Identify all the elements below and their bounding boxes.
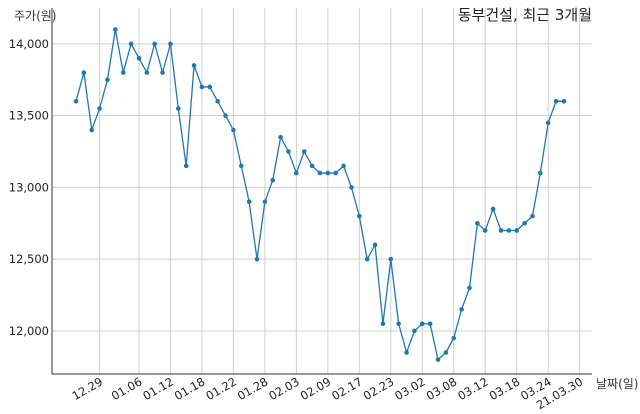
x-tick-label: 02.09 — [298, 374, 334, 403]
y-tick-label: 13,000 — [9, 180, 49, 194]
data-point — [278, 134, 283, 140]
x-tick-label: 03.12 — [455, 374, 491, 403]
x-tick-label: 03.02 — [392, 374, 428, 403]
data-point — [97, 106, 102, 111]
x-tick-label: 01.18 — [172, 374, 208, 403]
data-point — [357, 213, 362, 219]
data-point — [191, 63, 197, 68]
data-point — [561, 98, 567, 104]
data-point — [183, 163, 189, 169]
data-point — [309, 163, 315, 169]
x-tick-label: 01.22 — [203, 374, 239, 403]
data-point — [238, 163, 244, 169]
data-point — [388, 256, 394, 262]
data-point — [136, 55, 142, 61]
data-point — [270, 177, 276, 183]
data-point — [427, 321, 433, 327]
grid — [52, 8, 592, 374]
x-tick-label: 03.18 — [487, 374, 523, 403]
data-point — [443, 350, 449, 355]
data-point — [553, 98, 559, 104]
data-point — [294, 170, 299, 176]
x-axis-label: 날짜(일) — [596, 377, 638, 391]
data-point — [538, 170, 543, 176]
data-point — [506, 228, 512, 233]
data-point — [475, 220, 480, 226]
data-point — [199, 84, 205, 90]
data-point — [467, 285, 472, 291]
x-tick-label: 03.08 — [424, 374, 460, 403]
data-point — [168, 41, 173, 47]
data-point — [364, 256, 370, 262]
data-point — [482, 228, 488, 233]
data-point — [113, 27, 118, 32]
data-point — [451, 335, 457, 341]
data-point — [380, 321, 386, 327]
data-point — [262, 199, 268, 205]
data-point — [522, 220, 527, 226]
data-point — [349, 185, 354, 190]
axes — [51, 8, 592, 375]
x-tick-label: 01.06 — [109, 374, 145, 403]
x-tick-label: 02.03 — [266, 374, 302, 403]
data-point — [301, 149, 307, 154]
data-point — [396, 321, 401, 327]
x-tick-label: 01.12 — [140, 374, 176, 403]
data-point — [372, 242, 378, 248]
data-point — [325, 170, 331, 176]
data-point — [176, 106, 181, 111]
y-axis-ticks: 12,000 12,500 13,000 13,500 14,000 — [9, 37, 49, 338]
data-point — [286, 149, 291, 154]
data-point — [317, 170, 323, 176]
y-tick-label: 13,500 — [9, 109, 49, 123]
data-point — [246, 199, 252, 205]
data-point — [152, 41, 157, 47]
series-layer — [73, 27, 567, 362]
data-point — [254, 256, 260, 262]
data-point — [341, 163, 346, 169]
data-point — [435, 357, 441, 362]
data-point — [459, 307, 464, 312]
data-point — [490, 206, 496, 212]
y-tick-label: 12,000 — [9, 324, 49, 338]
x-tick-label: 01.28 — [235, 374, 271, 403]
x-tick-label: 12.29 — [70, 374, 106, 403]
data-point — [120, 70, 126, 75]
data-point — [73, 98, 79, 104]
data-point — [498, 228, 504, 233]
data-point — [419, 321, 425, 327]
data-point — [89, 127, 95, 133]
data-point — [128, 41, 134, 47]
data-point — [333, 170, 339, 176]
x-axis-ticks: 12.29 01.0601.1201.1801.2201.2802.0302.09… — [70, 374, 586, 412]
y-axis-label: 주가(원) — [14, 9, 56, 23]
data-point — [81, 70, 87, 75]
x-tick-label: 02.17 — [329, 374, 365, 403]
data-point — [144, 70, 150, 75]
data-point — [207, 84, 213, 90]
data-point — [545, 120, 551, 126]
y-tick-label: 14,000 — [9, 37, 49, 51]
series-line — [75, 29, 564, 361]
data-point — [514, 228, 520, 233]
data-point — [404, 350, 409, 355]
data-point — [412, 328, 417, 334]
data-point — [530, 213, 535, 219]
data-point — [105, 77, 110, 83]
data-point — [223, 113, 228, 118]
data-point — [231, 127, 236, 133]
chart-title: 동부건설, 최근 3개월 — [458, 6, 592, 24]
x-tick-label: 02.23 — [361, 374, 397, 403]
data-point — [160, 70, 165, 75]
data-point — [215, 98, 220, 104]
y-tick-label: 12,500 — [9, 252, 49, 266]
